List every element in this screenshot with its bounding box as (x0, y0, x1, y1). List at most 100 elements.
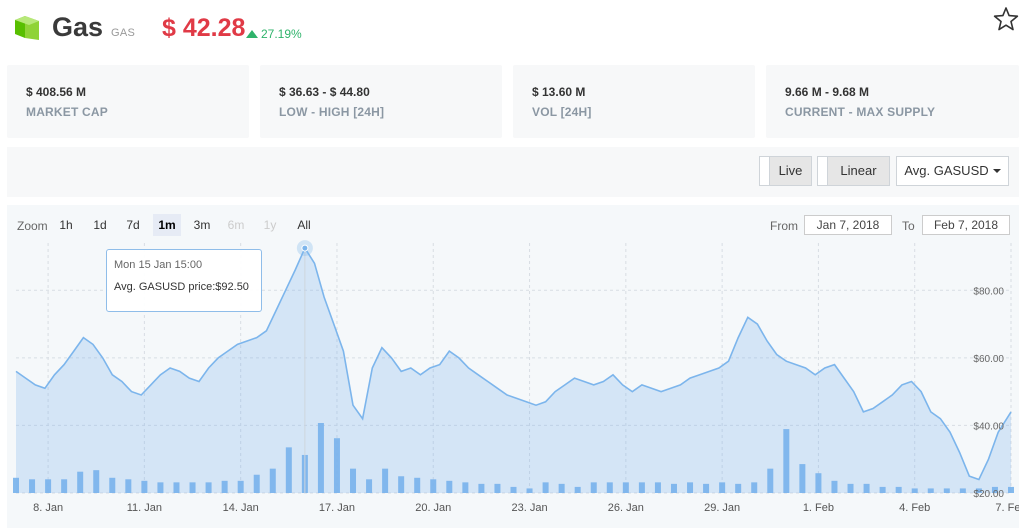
y-tick-label: $20.00 (973, 489, 1004, 500)
stat-value: $ 36.63 - $ 44.80 (279, 85, 370, 99)
range-to-input[interactable]: Feb 7, 2018 (922, 215, 1010, 235)
volume-bar (735, 483, 742, 493)
y-tick-label: $60.00 (973, 354, 1004, 365)
x-tick-label: 20. Jan (415, 502, 451, 514)
range-from-input[interactable]: Jan 7, 2018 (804, 215, 892, 235)
stat-label: CURRENT - MAX SUPPLY (785, 105, 936, 119)
series-select[interactable]: Avg. GASUSD (896, 156, 1009, 186)
stat-volume: $ 13.60 M VOL [24H] (513, 65, 755, 138)
hover-marker (296, 240, 313, 493)
volume-bar (975, 488, 982, 493)
volume-bar (783, 429, 790, 493)
volume-bar (269, 468, 276, 493)
volume-bar (558, 483, 565, 493)
volume-bar (398, 476, 405, 493)
volume-bar (911, 488, 918, 493)
volume-bar (991, 486, 998, 493)
volume-bar (494, 483, 501, 493)
volume-bar (703, 483, 710, 493)
volume-bar (366, 479, 373, 493)
volume-bar (606, 482, 613, 493)
tooltip-value: $92.50 (215, 281, 249, 293)
zoom-toolbar: Zoom 1h 1d 7d 1m 3m 6m 1y All From Jan 7… (7, 205, 1019, 243)
volume-bar (687, 482, 694, 493)
coin-name: Gas (52, 12, 104, 42)
x-tick-label: 7. Feb (995, 502, 1019, 514)
volume-bar (253, 474, 260, 493)
volume-bar (45, 479, 52, 493)
zoom-label: Zoom (17, 219, 48, 233)
gas-logo-icon (15, 16, 39, 40)
volume-bar (77, 471, 84, 493)
volume-bar (157, 482, 164, 493)
volume-bar (654, 482, 661, 493)
range-to-label: To (902, 219, 915, 233)
chart-tooltip: Mon 15 Jan 15:00 Avg. GASUSD price:$92.5… (106, 249, 262, 312)
volume-bar (863, 483, 870, 493)
stat-label: LOW - HIGH [24H] (279, 105, 385, 119)
zoom-1h-button[interactable]: 1h (59, 218, 73, 232)
volume-bar (767, 468, 774, 493)
stat-value: 9.66 M - 9.68 M (785, 85, 870, 99)
zoom-1m-button[interactable]: 1m (153, 214, 181, 236)
volume-bar (1008, 486, 1014, 493)
series-select-label: Avg. GASUSD (904, 163, 989, 178)
volume-bar (815, 473, 822, 493)
coin-price: $ 42.28 (162, 14, 246, 42)
chevron-down-icon (992, 169, 1001, 173)
stat-low-high: $ 36.63 - $ 44.80 LOW - HIGH [24H] (260, 65, 502, 138)
zoom-6m-button[interactable]: 6m (227, 218, 245, 232)
volume-bar (622, 482, 629, 493)
x-tick-label: 29. Jan (704, 502, 740, 514)
y-axis-labels: $20.00 $40.00 $60.00 $80.00 (973, 286, 1004, 500)
volume-bar (574, 486, 581, 493)
zoom-7d-button[interactable]: 7d (126, 218, 140, 232)
zoom-1d-button[interactable]: 1d (93, 218, 107, 232)
x-tick-label: 23. Jan (512, 502, 548, 514)
up-arrow-icon (246, 30, 258, 38)
y-tick-label: $40.00 (973, 421, 1004, 432)
grid-lines (16, 243, 1012, 494)
volume-bar (478, 483, 485, 493)
volume-bar (638, 482, 645, 493)
volume-bar (109, 477, 116, 493)
volume-bar (317, 423, 324, 493)
coin-symbol: GAS (111, 27, 136, 39)
live-button[interactable]: Live (759, 156, 812, 186)
volume-bar (221, 480, 228, 493)
stat-label: VOL [24H] (532, 105, 592, 119)
volume-bar (879, 486, 886, 493)
chart-plot[interactable]: 8. Jan 11. Jan 14. Jan 17. Jan 20. Jan 23. Ja… (7, 205, 1019, 528)
stat-value: $ 408.56 M (26, 85, 87, 99)
x-tick-label: 1. Feb (803, 502, 834, 514)
price-area-fill (16, 248, 1011, 493)
scale-linear-button[interactable]: Linear (817, 156, 890, 186)
range-from-label: From (770, 219, 798, 233)
zoom-3m-button[interactable]: 3m (193, 218, 211, 232)
volume-bar (237, 480, 244, 493)
volume-bar (542, 482, 549, 493)
x-tick-label: 17. Jan (319, 502, 355, 514)
coin-header: Gas GAS $ 42.28 27.19% (0, 0, 1024, 62)
volume-bar (333, 438, 340, 493)
price-change-value: 27.19% (261, 27, 302, 41)
volume-bar (285, 447, 292, 493)
volume-bar (173, 482, 180, 493)
x-tick-label: 4. Feb (899, 502, 930, 514)
volume-bar (590, 482, 597, 493)
price-area (15, 246, 1012, 493)
zoom-1y-button[interactable]: 1y (263, 218, 277, 232)
star-icon[interactable] (993, 6, 1019, 32)
volume-bar (927, 488, 934, 493)
zoom-all-button[interactable]: All (297, 218, 311, 232)
volume-bar (205, 482, 212, 493)
volume-bar (430, 479, 437, 493)
volume-bar (414, 477, 421, 493)
price-change: 27.19% (246, 27, 302, 41)
stat-value: $ 13.60 M (532, 85, 586, 99)
volume-bar (943, 488, 950, 493)
volume-bar (510, 486, 517, 493)
scale-button-label: Linear (840, 163, 877, 178)
volume-bar (670, 483, 677, 493)
hover-point (301, 244, 309, 252)
